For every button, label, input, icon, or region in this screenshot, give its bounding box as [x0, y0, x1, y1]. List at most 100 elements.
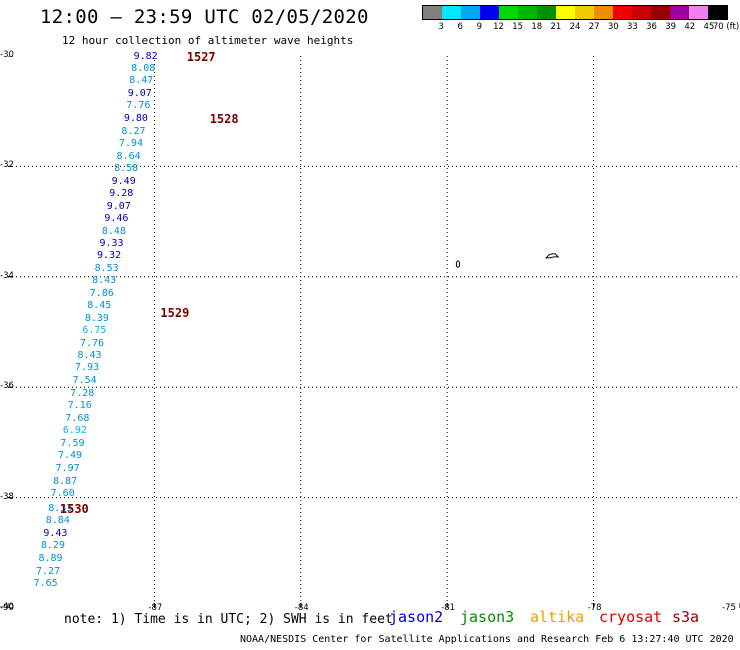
- satellite-cryosat-label: cryosat: [599, 608, 663, 626]
- legend-label: 9: [476, 22, 483, 32]
- legend-swatch: [423, 6, 442, 19]
- legend-label: 45: [703, 22, 715, 32]
- legend-swatch: [442, 6, 461, 19]
- legend-swatch: [708, 6, 727, 19]
- wave-height-value: 7.59: [60, 437, 85, 449]
- wave-height-value: 7.27: [36, 565, 61, 577]
- wave-height-value: 7.97: [55, 462, 80, 474]
- map-area: [8, 56, 740, 608]
- wave-height-value: 8.45: [87, 300, 112, 312]
- legend-label: 18: [531, 22, 543, 32]
- wave-height-value: 8.89: [38, 552, 63, 564]
- wave-height-value: 7.94: [118, 138, 144, 150]
- legend-swatch: [575, 6, 594, 19]
- satellite-altika-label: altika: [530, 608, 585, 626]
- legend-label: 3: [438, 22, 444, 32]
- wave-height-value: 7.68: [65, 412, 90, 424]
- pass-number-label: 1530: [59, 501, 89, 516]
- wave-height-value: 9.49: [111, 175, 136, 187]
- wave-height-value: 9.28: [109, 188, 134, 199]
- legend-label: 33: [626, 22, 638, 32]
- legend-label: 27: [588, 22, 600, 32]
- wave-height-value: 9.80: [123, 112, 148, 124]
- legend-label: 30: [607, 22, 619, 32]
- legend-swatch: [518, 6, 537, 19]
- legend-swatch: [689, 6, 708, 19]
- wave-height-value: 8.48: [101, 225, 126, 237]
- wave-height-value: 8.43: [92, 275, 117, 287]
- legend-swatch: [632, 6, 651, 19]
- legend-label: 12: [493, 22, 504, 32]
- units-note: note: 1) Time is in UTC; 2) SWH is in fe…: [64, 612, 393, 627]
- wave-height-value: 8.33: [48, 502, 73, 514]
- wave-height-color-legend: [422, 5, 728, 20]
- wave-height-value: 9.46: [104, 212, 129, 224]
- satellite-s3a-label: s3a: [672, 608, 700, 626]
- wave-height-value: 8.53: [94, 263, 119, 275]
- wave-height-value: 6.92: [62, 424, 87, 436]
- latitude-label: -36: [0, 381, 14, 392]
- legend-labels: 3 6 9 12 15 18 21 24 27 30 33 36 39 42 45 70 (ft): [422, 22, 740, 34]
- wave-height-value: 8.27: [121, 126, 146, 138]
- wave-height-value: 9.32: [97, 250, 122, 262]
- island-outline-large: [544, 253, 560, 259]
- longitude-label: -75: [722, 603, 736, 613]
- wave-height-value: 8.43: [77, 350, 102, 362]
- legend-label: 36: [646, 22, 657, 32]
- wave-height-value: 7.86: [89, 287, 114, 299]
- island-outline-small: [455, 260, 461, 268]
- wave-height-value: 8.84: [45, 515, 70, 527]
- map-canvas: [8, 56, 740, 608]
- legend-label: 70 (ft): [712, 22, 740, 32]
- legend-label: 15: [512, 22, 524, 32]
- wave-height-value: 8.58: [114, 163, 139, 175]
- wave-height-value: 8.47: [129, 75, 154, 87]
- latitude-label: -38: [0, 491, 14, 502]
- latitude-label: -34: [0, 270, 14, 281]
- longitude-label: -78: [587, 603, 602, 613]
- wave-height-value: 9.82: [133, 51, 158, 63]
- legend-swatch: [556, 6, 575, 19]
- satellite-jason3-label: jason3: [460, 608, 515, 626]
- satellite-jason2-label: jason2: [389, 608, 444, 626]
- legend-swatch: [594, 6, 613, 19]
- wave-height-value: 9.07: [127, 87, 152, 99]
- legend-label: 39: [665, 22, 677, 32]
- longitude-label: -90: [0, 603, 14, 613]
- wave-height-value: 6.75: [82, 325, 107, 337]
- map-subtitle: 12 hour collection of altimeter wave hei…: [62, 34, 354, 47]
- pass-number-label: 1529: [160, 305, 190, 320]
- wave-height-value: 8.08: [131, 63, 156, 75]
- wave-height-value: 7.76: [126, 99, 151, 111]
- legend-label: 21: [550, 22, 562, 32]
- wave-height-value: 7.16: [67, 399, 92, 411]
- wave-height-value: 7.65: [33, 578, 58, 590]
- pass-number-label: 1527: [186, 50, 216, 65]
- wave-height-value: 8.39: [84, 312, 109, 324]
- legend-label: 42: [684, 22, 696, 32]
- legend-swatch: [537, 6, 556, 19]
- legend-label: 6: [457, 22, 463, 32]
- legend-swatch: [670, 6, 689, 19]
- latitude-label: -30: [0, 50, 14, 60]
- longitude-label: -87: [148, 603, 163, 613]
- wave-height-value: 7.54: [72, 375, 97, 387]
- wave-height-value: 9.07: [106, 200, 131, 212]
- legend-swatch: [499, 6, 518, 19]
- legend-label: 24: [569, 22, 581, 32]
- wave-height-value: 7.28: [70, 387, 95, 399]
- wave-height-value: 7.76: [79, 337, 105, 349]
- wave-height-value: 9.33: [99, 237, 124, 249]
- pass-number-label: 1528: [209, 111, 239, 126]
- wave-height-value: 8.87: [53, 475, 78, 487]
- longitude-label: -84: [294, 603, 309, 613]
- wave-height-value: 7.49: [57, 450, 83, 462]
- footer-credit: NOAA/NESDIS Center for Satellite Applica…: [240, 634, 734, 645]
- wave-height-value: 7.93: [75, 362, 100, 374]
- wave-height-value: 8.29: [40, 540, 65, 552]
- latitude-label: -32: [0, 160, 14, 171]
- legend-swatch: [461, 6, 480, 19]
- legend-swatch: [613, 6, 632, 19]
- latitude-label: -40: [0, 602, 14, 612]
- wave-height-value: 9.43: [43, 528, 68, 540]
